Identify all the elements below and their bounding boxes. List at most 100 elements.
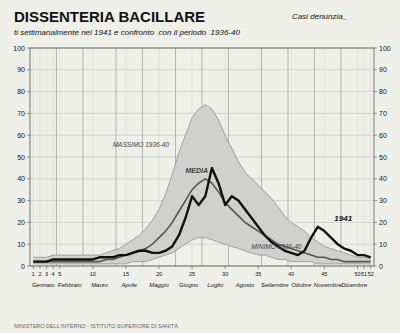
x-tick: [92, 266, 93, 269]
y-tick-label-right: 50: [379, 154, 387, 161]
y-tick: [27, 266, 30, 267]
y-tick-label-right: 70: [379, 110, 387, 117]
range-band: [33, 105, 370, 264]
x-tick-label: 25: [189, 271, 195, 277]
x-tick: [324, 266, 325, 269]
y-tick-right: [374, 244, 377, 245]
x-tick-label: 50: [354, 271, 360, 277]
month-label: Maggio: [149, 282, 169, 288]
y-tick-label-right: 10: [379, 241, 387, 248]
y-tick-right: [374, 157, 377, 158]
x-tick: [357, 266, 358, 269]
y-tick-label: 50: [17, 154, 25, 161]
x-tick-label: 40: [288, 271, 294, 277]
x-tick-label: 2: [38, 271, 41, 277]
background: [0, 0, 400, 333]
chart: DISSENTERIA BACILLARECasi denunzia_ti se…: [0, 0, 400, 333]
x-tick: [258, 266, 259, 269]
y-tick: [27, 48, 30, 49]
y-tick-right: [374, 178, 377, 179]
y-tick-label-right: 80: [379, 88, 387, 95]
x-grid-line: [33, 48, 34, 266]
month-separator: [56, 48, 57, 266]
y-tick-right: [374, 135, 377, 136]
month-label: Giugno: [179, 282, 199, 288]
x-tick-label: 15: [123, 271, 129, 277]
x-grid-line: [364, 48, 365, 266]
x-tick-label: 20: [156, 271, 162, 277]
series-label: MEDIA: [185, 167, 208, 174]
y-tick-label-right: 100: [379, 45, 391, 52]
title: DISSENTERIA BACILLARE: [14, 8, 205, 25]
x-tick-label: 10: [90, 271, 96, 277]
y-tick-label: 100: [13, 45, 25, 52]
month-label: Agosto: [235, 282, 255, 288]
y-tick: [27, 91, 30, 92]
y-tick-label: 30: [17, 197, 25, 204]
month-label: Ottobre: [291, 282, 312, 288]
x-tick-label: 1: [32, 271, 35, 277]
x-tick: [370, 266, 371, 269]
x-tick-label: 4: [52, 271, 55, 277]
month-label: Marzo: [91, 282, 108, 288]
x-grid-line: [357, 48, 358, 266]
y-tick-label-right: 30: [379, 197, 387, 204]
y-tick-right: [374, 48, 377, 49]
plot-frame: [30, 48, 374, 266]
month-separator: [82, 48, 83, 266]
x-tick: [33, 266, 34, 269]
month-label: Luglio: [207, 282, 224, 288]
x-tick-label: 35: [255, 271, 261, 277]
x-tick-label: 51: [361, 271, 367, 277]
x-tick: [125, 266, 126, 269]
month-label: Settembre: [261, 282, 289, 288]
x-tick-label: 3: [45, 271, 48, 277]
x-tick-label: 52: [368, 271, 374, 277]
series-line: [33, 105, 370, 260]
x-tick: [291, 266, 292, 269]
y-tick-label-right: 0: [379, 263, 383, 270]
x-tick: [59, 266, 60, 269]
y-tick-right: [374, 222, 377, 223]
y-tick-label: 20: [17, 219, 25, 226]
month-separator: [340, 48, 341, 266]
y-tick-right: [374, 200, 377, 201]
plot-area: [33, 105, 370, 264]
y-tick: [27, 135, 30, 136]
month-label: Aprile: [121, 282, 138, 288]
y-tick-label-right: 90: [379, 66, 387, 73]
x-grid-line: [125, 48, 126, 266]
y-tick: [27, 222, 30, 223]
x-tick-label: 5: [58, 271, 61, 277]
x-grid-line: [46, 48, 47, 266]
month-label: Dicembre: [341, 282, 367, 288]
y-tick-label: 80: [17, 88, 25, 95]
x-tick-label: 30: [222, 271, 228, 277]
x-tick: [39, 266, 40, 269]
y-tick-right: [374, 91, 377, 92]
x-tick: [53, 266, 54, 269]
y-tick-label: 70: [17, 110, 25, 117]
y-tick: [27, 200, 30, 201]
y-tick: [27, 113, 30, 114]
series-label: MINIMO 1936-40: [252, 243, 302, 250]
month-label: Novembre: [314, 282, 342, 288]
x-grid-line: [53, 48, 54, 266]
grid: [30, 48, 374, 266]
y-tick: [27, 69, 30, 70]
footer: MINISTERO DELL'INTERNO - ISTITUTO SUPERI…: [14, 323, 178, 329]
y-tick: [27, 178, 30, 179]
y-tick-label-right: 60: [379, 132, 387, 139]
series-label: 1941: [334, 214, 352, 223]
y-tick-label: 0: [21, 263, 25, 270]
y-tick-right: [374, 113, 377, 114]
y-tick-right: [374, 69, 377, 70]
x-grid-line: [92, 48, 93, 266]
y-tick-label: 10: [17, 241, 25, 248]
y-tick-label: 90: [17, 66, 25, 73]
y-tick-label-right: 20: [379, 219, 387, 226]
y-tick-right: [374, 266, 377, 267]
month-separator: [116, 48, 117, 266]
series-line: [33, 179, 370, 262]
y-tick-label-right: 40: [379, 175, 387, 182]
